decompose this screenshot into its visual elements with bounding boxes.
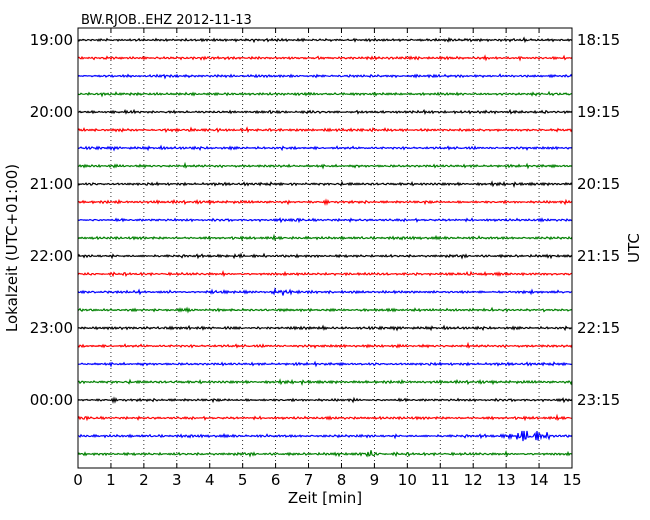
- chart-title: BW.RJOB..EHZ 2012-11-13: [81, 13, 252, 28]
- trace-line: [77, 252, 573, 260]
- x-tick-label: 15: [562, 471, 581, 489]
- trace-line: [77, 378, 573, 386]
- trace-line: [77, 161, 573, 170]
- trace-line: [77, 449, 573, 458]
- x-tick-label: 7: [304, 471, 314, 489]
- left-axis-label: Lokalzeit (UTC+01:00): [3, 164, 21, 332]
- trace-line: [77, 413, 573, 422]
- trace-line: [77, 198, 573, 206]
- x-tick-label: 9: [370, 471, 380, 489]
- trace-line: [77, 306, 573, 314]
- right-tick-label: 23:15: [577, 391, 620, 409]
- left-tick-label: 23:00: [30, 319, 73, 337]
- trace-line: [77, 287, 573, 296]
- trace-line: [77, 430, 573, 442]
- left-tick-label: 20:00: [30, 103, 73, 121]
- trace-line: [77, 324, 573, 332]
- trace-line: [77, 90, 573, 98]
- trace-line: [77, 269, 573, 278]
- trace-line: [77, 396, 573, 404]
- x-tick-label: 10: [398, 471, 417, 489]
- x-tick-label: 12: [464, 471, 483, 489]
- right-tick-label: 19:15: [577, 103, 620, 121]
- x-tick-label: 0: [73, 471, 83, 489]
- right-axis-label: UTC: [625, 233, 643, 263]
- x-tick-label: 6: [271, 471, 281, 489]
- left-tick-label: 19:00: [30, 31, 73, 49]
- x-tick-label: 3: [172, 471, 182, 489]
- x-axis-ticks: 0 1 2 3 4 5 6 7 8 9 10 11 12 13 14 15: [73, 28, 582, 489]
- trace-line: [77, 54, 573, 62]
- x-tick-label: 4: [205, 471, 215, 489]
- grid-lines: [110, 28, 540, 468]
- right-tick-label: 18:15: [577, 31, 620, 49]
- trace-line: [77, 180, 573, 188]
- x-axis-label: Zeit [min]: [288, 489, 362, 507]
- trace-line: [77, 233, 573, 242]
- right-axis-ticks: 18:15 19:15 20:15 21:15 22:15 23:15: [566, 31, 620, 409]
- trace-line: [77, 341, 573, 349]
- x-tick-label: 11: [431, 471, 450, 489]
- trace-line: [77, 144, 573, 152]
- trace-line: [77, 360, 573, 368]
- left-tick-label: 21:00: [30, 175, 73, 193]
- trace-line: [77, 73, 573, 80]
- right-tick-label: 21:15: [577, 247, 620, 265]
- x-tick-label: 14: [530, 471, 549, 489]
- x-tick-label: 1: [106, 471, 116, 489]
- left-tick-label: 22:00: [30, 247, 73, 265]
- x-tick-label: 2: [139, 471, 149, 489]
- x-tick-label: 8: [337, 471, 347, 489]
- seismic-traces: [77, 36, 573, 458]
- trace-line: [77, 36, 573, 44]
- x-tick-label: 13: [497, 471, 516, 489]
- trace-line: [77, 108, 573, 115]
- x-tick-label: 5: [238, 471, 248, 489]
- left-axis-ticks: 19:00 20:00 21:00 22:00 23:00 00:00: [30, 31, 84, 409]
- left-tick-label: 00:00: [30, 391, 73, 409]
- plot-frame: [77, 27, 573, 469]
- right-tick-label: 20:15: [577, 175, 620, 193]
- trace-line: [77, 217, 573, 224]
- trace-line: [77, 126, 573, 134]
- right-tick-label: 22:15: [577, 319, 620, 337]
